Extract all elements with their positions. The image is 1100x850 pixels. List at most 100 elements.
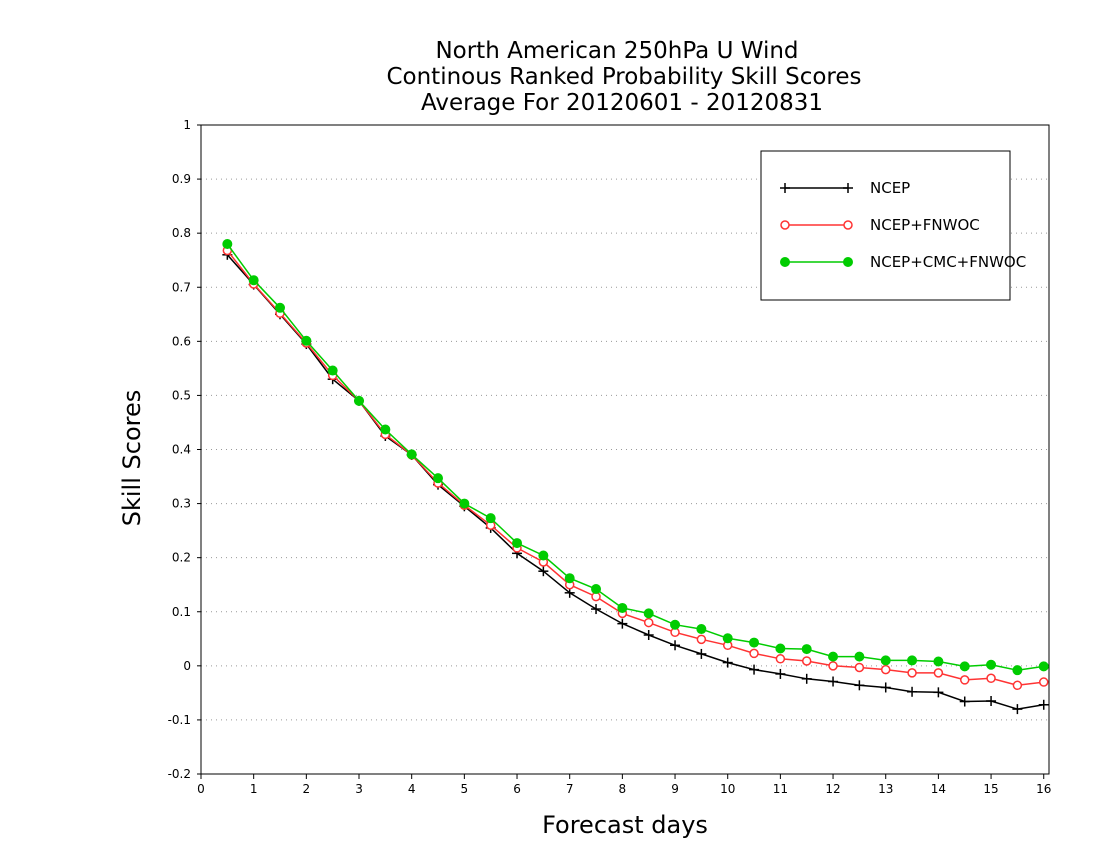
data-point-ncep-fnwoc bbox=[959, 675, 970, 685]
data-point-ncep bbox=[1012, 704, 1023, 715]
legend-marker bbox=[843, 257, 853, 267]
data-point-ncep-cmc-fnwoc bbox=[828, 651, 839, 662]
y-tick-label: 0.1 bbox=[172, 605, 191, 619]
data-point-ncep-cmc-fnwoc bbox=[564, 573, 575, 584]
data-point-ncep-cmc-fnwoc bbox=[617, 602, 628, 613]
data-point-ncep-cmc-fnwoc bbox=[512, 538, 523, 549]
data-point-ncep-cmc-fnwoc bbox=[327, 365, 338, 376]
x-tick-label: 13 bbox=[878, 782, 893, 796]
x-tick-label: 5 bbox=[461, 782, 469, 796]
data-point-ncep-cmc-fnwoc bbox=[959, 661, 970, 672]
data-point-ncep-fnwoc bbox=[749, 648, 759, 659]
x-tick-label: 2 bbox=[303, 782, 311, 796]
legend-marker bbox=[843, 183, 853, 193]
legend-marker bbox=[780, 220, 790, 230]
data-point-ncep-fnwoc bbox=[1038, 677, 1049, 687]
data-point-ncep bbox=[670, 640, 681, 651]
y-tick-label: 0.3 bbox=[172, 497, 191, 511]
data-point-ncep-cmc-fnwoc bbox=[696, 624, 707, 635]
y-tick-label: 0.8 bbox=[172, 226, 191, 240]
data-point-ncep-cmc-fnwoc bbox=[459, 498, 470, 509]
y-tick-label: 0 bbox=[183, 659, 191, 673]
legend-marker bbox=[780, 257, 790, 267]
x-tick-label: 15 bbox=[983, 782, 998, 796]
data-point-ncep bbox=[801, 673, 812, 684]
data-point-ncep-cmc-fnwoc bbox=[301, 335, 312, 346]
x-tick-label: 9 bbox=[671, 782, 679, 796]
data-point-ncep bbox=[564, 587, 575, 598]
data-point-ncep-fnwoc bbox=[696, 634, 707, 645]
legend-marker bbox=[780, 183, 790, 193]
data-point-ncep bbox=[828, 676, 839, 687]
data-point-ncep-cmc-fnwoc bbox=[907, 655, 918, 666]
legend: NCEP NCEP+FNWOC NCEP+CMC+FNWOC bbox=[760, 150, 1026, 301]
data-point-ncep-cmc-fnwoc bbox=[854, 651, 865, 662]
y-tick-label: 0.9 bbox=[172, 172, 191, 186]
series-ncep-cmc-fnwoc bbox=[222, 238, 1049, 676]
data-point-ncep-fnwoc bbox=[986, 673, 996, 684]
data-point-ncep-fnwoc bbox=[933, 668, 944, 678]
data-point-ncep-fnwoc bbox=[907, 668, 917, 678]
x-tick-label: 12 bbox=[825, 782, 840, 796]
x-tick-label: 0 bbox=[197, 782, 205, 796]
legend-label: NCEP+CMC+FNWOC bbox=[870, 253, 1026, 271]
data-point-ncep-cmc-fnwoc bbox=[775, 643, 786, 654]
y-axis-ticks: -0.2 -0.1 0 0.1 0.2 0.3 0.4 0.5 0.6 0.7 0.8 0.9 1 bbox=[168, 118, 201, 781]
y-tick-label: 0.7 bbox=[172, 280, 191, 294]
y-tick-label: -0.2 bbox=[168, 767, 191, 781]
data-point-ncep-cmc-fnwoc bbox=[1038, 661, 1049, 672]
data-point-ncep bbox=[959, 696, 970, 707]
data-point-ncep-fnwoc bbox=[854, 662, 865, 673]
x-tick-label: 8 bbox=[619, 782, 627, 796]
data-point-ncep-cmc-fnwoc bbox=[670, 619, 681, 630]
data-point-ncep-cmc-fnwoc bbox=[538, 550, 549, 561]
data-point-ncep-cmc-fnwoc bbox=[591, 584, 602, 595]
chart-title-line-3: Average For 20120601 - 20120831 bbox=[421, 90, 823, 116]
data-point-ncep-cmc-fnwoc bbox=[643, 608, 654, 619]
y-tick-label: 0.2 bbox=[172, 551, 191, 565]
data-point-ncep-cmc-fnwoc bbox=[801, 644, 812, 655]
legend-label: NCEP bbox=[870, 179, 910, 197]
data-point-ncep bbox=[907, 686, 918, 697]
data-point-ncep bbox=[722, 657, 733, 668]
data-point-ncep bbox=[1038, 699, 1049, 710]
x-tick-label: 16 bbox=[1036, 782, 1051, 796]
y-tick-label: -0.1 bbox=[168, 713, 191, 727]
chart-title-line-2: Continous Ranked Probability Skill Score… bbox=[386, 64, 861, 90]
data-point-ncep-cmc-fnwoc bbox=[275, 302, 286, 313]
x-tick-label: 7 bbox=[566, 782, 574, 796]
data-point-ncep bbox=[696, 648, 707, 659]
data-point-ncep-cmc-fnwoc bbox=[433, 473, 444, 484]
data-point-ncep-cmc-fnwoc bbox=[380, 424, 391, 435]
data-point-ncep-fnwoc bbox=[775, 654, 786, 664]
series-layer bbox=[222, 238, 1049, 715]
chart-title-line-1: North American 250hPa U Wind bbox=[435, 38, 798, 64]
y-tick-label: 1 bbox=[183, 118, 191, 132]
data-point-ncep-cmc-fnwoc bbox=[406, 449, 417, 460]
legend-label: NCEP+FNWOC bbox=[870, 216, 980, 234]
data-point-ncep-cmc-fnwoc bbox=[880, 655, 891, 666]
x-tick-label: 6 bbox=[513, 782, 521, 796]
data-point-ncep-cmc-fnwoc bbox=[986, 659, 997, 670]
data-point-ncep-fnwoc bbox=[828, 661, 838, 671]
data-point-ncep-cmc-fnwoc bbox=[354, 395, 365, 406]
x-tick-label: 14 bbox=[931, 782, 946, 796]
data-point-ncep-fnwoc bbox=[643, 617, 654, 628]
data-point-ncep bbox=[933, 687, 944, 698]
data-point-ncep bbox=[643, 630, 654, 641]
x-tick-label: 1 bbox=[250, 782, 258, 796]
y-tick-label: 0.4 bbox=[172, 443, 191, 457]
data-point-ncep-fnwoc bbox=[801, 656, 812, 666]
data-point-ncep-fnwoc bbox=[1012, 680, 1023, 691]
x-tick-label: 4 bbox=[408, 782, 416, 796]
data-point-ncep bbox=[986, 695, 997, 706]
data-point-ncep-fnwoc bbox=[880, 664, 891, 675]
x-tick-label: 3 bbox=[355, 782, 363, 796]
data-point-ncep-cmc-fnwoc bbox=[1012, 665, 1023, 676]
x-tick-label: 10 bbox=[720, 782, 735, 796]
data-point-ncep-cmc-fnwoc bbox=[722, 633, 733, 644]
data-point-ncep bbox=[880, 682, 891, 693]
y-tick-label: 0.5 bbox=[172, 388, 191, 402]
